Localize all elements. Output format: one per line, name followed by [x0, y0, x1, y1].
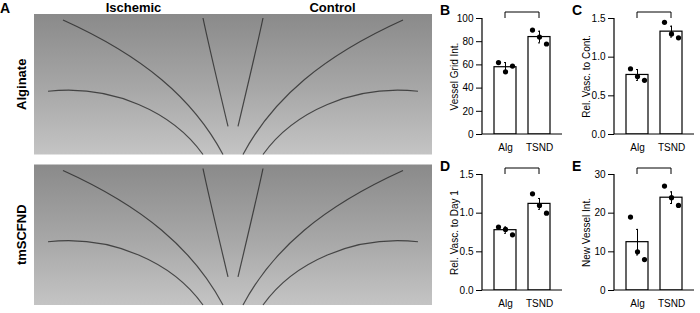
html-text:B: B	[440, 2, 451, 18]
svg-text:1.0: 1.0	[592, 51, 606, 62]
html-text:D: D	[440, 158, 451, 174]
svg-text:100: 100	[457, 13, 474, 24]
svg-text:10: 10	[594, 246, 606, 257]
html-text:A: A	[0, 0, 11, 16]
svg-text:Control: Control	[309, 0, 355, 15]
svg-text:TSND: TSND	[526, 298, 553, 309]
svg-text:TSND: TSND	[526, 142, 553, 153]
svg-text:60: 60	[462, 59, 474, 70]
svg-text:40: 40	[462, 82, 474, 93]
svg-text:1.0: 1.0	[460, 207, 474, 218]
svg-text:tmSCFND: tmSCFND	[14, 204, 29, 265]
svg-text:TSND: TSND	[658, 298, 685, 309]
html-text:E: E	[572, 158, 582, 174]
svg-text:1.5: 1.5	[592, 13, 606, 24]
svg-text:30: 30	[594, 169, 606, 180]
svg-text:80: 80	[462, 36, 474, 47]
svg-text:New Vessel Int.: New Vessel Int.	[581, 198, 592, 267]
svg-text:Alginate: Alginate	[14, 59, 29, 110]
svg-text:0: 0	[468, 129, 474, 140]
svg-text:Alg: Alg	[498, 142, 512, 153]
svg-text:Alg: Alg	[630, 142, 644, 153]
svg-text:0.0: 0.0	[592, 129, 606, 140]
svg-text:20: 20	[594, 207, 606, 218]
svg-text:Alg: Alg	[630, 298, 644, 309]
svg-text:TSND: TSND	[658, 142, 685, 153]
svg-text:0: 0	[600, 285, 606, 296]
svg-text:0.5: 0.5	[592, 90, 606, 101]
svg-text:Rel. Vasc. to Day 1: Rel. Vasc. to Day 1	[449, 190, 460, 275]
svg-text:Ischemic: Ischemic	[106, 0, 162, 15]
svg-text:Rel. Vasc. to Cont.: Rel. Vasc. to Cont.	[581, 35, 592, 118]
svg-text:Vessel Grid Int.: Vessel Grid Int.	[449, 43, 460, 111]
svg-text:20: 20	[462, 106, 474, 117]
svg-text:0.5: 0.5	[460, 246, 474, 257]
svg-text:1.5: 1.5	[460, 169, 474, 180]
html-text:C: C	[572, 2, 583, 18]
svg-text:0.0: 0.0	[460, 285, 474, 296]
svg-text:Alg: Alg	[498, 298, 512, 309]
